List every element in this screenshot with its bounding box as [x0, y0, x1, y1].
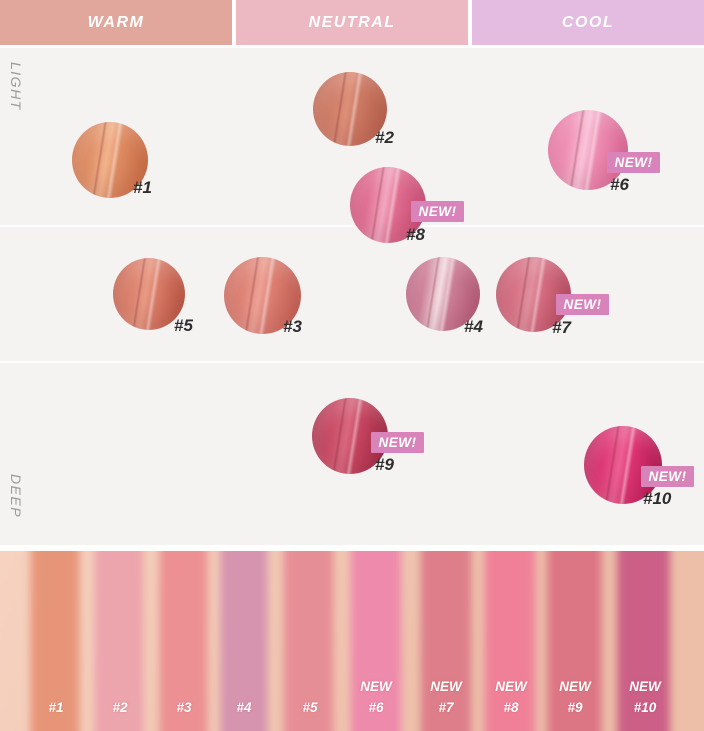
shade-4-swatch: [406, 257, 480, 331]
arm-stripe-2: [90, 551, 148, 731]
new-text: NEW: [629, 678, 661, 694]
new-text: NEW: [559, 678, 591, 694]
shade-3-swatch: [224, 257, 301, 334]
arm-stripe-5: [279, 551, 338, 731]
shade-6-swatch: [548, 110, 628, 190]
shade-number: #8: [503, 700, 519, 716]
shade-4: #4: [406, 257, 483, 336]
shade-1-swatch: [72, 122, 148, 198]
shade-6-new-badge: NEW!: [607, 152, 660, 173]
tone-header: WARM NEUTRAL COOL: [0, 0, 704, 45]
shade-8-new-badge: NEW!: [411, 201, 464, 222]
arm-stripe-4-label: #4: [236, 697, 251, 719]
shade-number: #10: [633, 700, 657, 716]
arm-stripe-8: [480, 551, 540, 731]
shade-2: #2: [313, 72, 394, 147]
arm-stripe-5-label: #5: [302, 697, 317, 719]
shade-9-label: #9: [375, 455, 394, 474]
new-text: NEW: [360, 678, 392, 694]
shade-10: NEW! #10: [584, 426, 694, 508]
shade-7-new-badge: NEW!: [556, 294, 609, 315]
tone-band-cool-label: COOL: [561, 13, 615, 31]
shade-4-label: #4: [464, 317, 483, 336]
tone-band-cool: COOL: [472, 0, 704, 45]
header-grid-gap: [0, 45, 704, 48]
shade-6-label: #6: [610, 175, 629, 194]
shade-1: #1: [72, 122, 152, 198]
shade-10-label: #10: [643, 489, 672, 508]
arm-stripe-9-label: NEW #9: [559, 676, 591, 719]
grid-strip-gap: [0, 545, 704, 551]
shade-10-new-badge: NEW!: [641, 466, 694, 487]
arm-stripe-9: [542, 551, 607, 731]
depth-axis-label-deep: DEEP: [8, 474, 24, 519]
tone-band-warm: WARM: [0, 0, 232, 45]
arm-stripe-10: [612, 551, 675, 731]
shade-number: #6: [368, 700, 384, 716]
shade-number: #1: [48, 700, 64, 716]
shade-map-grid: LIGHT DEEP #1 #2 NEW! #8 NEW! #6 #5: [0, 48, 704, 545]
shade-10-swatch: [584, 426, 662, 504]
shade-number: #7: [438, 700, 454, 716]
shade-number: #3: [176, 700, 192, 716]
arm-stripe-3: [155, 551, 212, 731]
arm-swatch-strip: #1 #2 #3 #4 #5 NEW #6 NEW #7 NEW #8 NEW #9 N…: [0, 551, 704, 731]
arm-stripe-8-label: NEW #8: [495, 676, 527, 719]
shade-5-swatch: [113, 258, 185, 330]
new-text: NEW: [495, 678, 527, 694]
shade-number: #2: [112, 700, 128, 716]
shade-number: #5: [302, 700, 318, 716]
shade-9: NEW! #9: [312, 398, 424, 474]
arm-stripe-6-label: NEW #6: [360, 676, 392, 719]
arm-stripe-2-label: #2: [112, 697, 127, 719]
tone-band-neutral-label: NEUTRAL: [308, 13, 396, 31]
new-text: NEW: [430, 678, 462, 694]
shade-2-swatch: [313, 72, 387, 146]
shade-2-label: #2: [375, 128, 394, 147]
row-divider-light-medium: [0, 225, 704, 227]
tone-band-warm-label: WARM: [87, 13, 145, 31]
arm-stripe-1: [26, 551, 84, 731]
arm-stripe-7-label: NEW #7: [430, 676, 462, 719]
arm-stripe-3-label: #3: [176, 697, 191, 719]
arm-stripe-10-label: NEW #10: [629, 676, 661, 719]
shade-5-label: #5: [174, 316, 193, 335]
shade-number: #9: [567, 700, 583, 716]
shade-3-label: #3: [283, 317, 302, 336]
arm-stripe-4: [216, 551, 272, 731]
shade-5: #5: [113, 258, 193, 335]
arm-stripe-7: [416, 551, 476, 731]
arm-stripe-1-label: #1: [48, 697, 63, 719]
shade-7: NEW! #7: [496, 257, 609, 337]
shade-3: #3: [224, 257, 302, 336]
shade-number: #4: [236, 700, 252, 716]
row-divider-medium-deep: [0, 361, 704, 363]
arm-stripe-6: [346, 551, 406, 731]
shade-9-new-badge: NEW!: [371, 432, 424, 453]
shade-7-label: #7: [552, 318, 571, 337]
shade-8: NEW! #8: [350, 167, 464, 244]
shade-8-label: #8: [406, 225, 425, 244]
tone-band-neutral: NEUTRAL: [236, 0, 468, 45]
depth-axis-label-light: LIGHT: [8, 62, 24, 111]
shade-1-label: #1: [133, 178, 152, 197]
shade-6: NEW! #6: [548, 110, 660, 194]
